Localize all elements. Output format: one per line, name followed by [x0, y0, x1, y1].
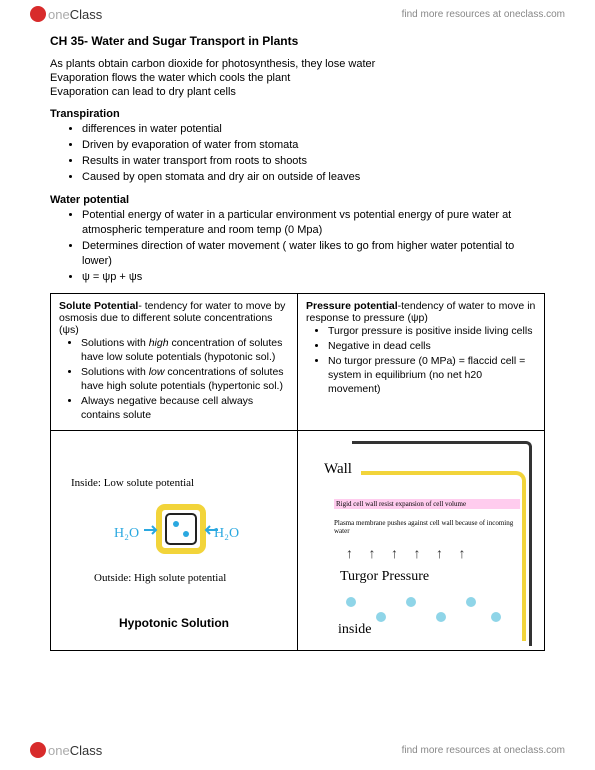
list-item: Determines direction of water movement (… — [82, 239, 545, 269]
page-content: CH 35- Water and Sugar Transport in Plan… — [0, 28, 595, 651]
pressure-cell: Pressure potential-tendency of water to … — [298, 293, 545, 430]
brand-name-footer: oneClass — [48, 743, 102, 758]
brand-logo-footer[interactable]: oneClass — [30, 742, 102, 758]
list-item: Turgor pressure is positive inside livin… — [328, 324, 536, 338]
list-item: Solutions with low concentrations of sol… — [81, 365, 289, 393]
d1-outside-label: Outside: High solute potential — [94, 572, 226, 584]
brand-name: oneClass — [48, 7, 102, 22]
transpiration-list: differences in water potential Driven by… — [50, 122, 545, 184]
list-item: Driven by evaporation of water from stom… — [82, 138, 545, 153]
list-item: No turgor pressure (0 MPa) = flaccid cel… — [328, 354, 536, 397]
list-item: ψ = ψp + ψs — [82, 270, 545, 285]
intro-3: Evaporation can lead to dry plant cells — [50, 86, 545, 98]
header-link[interactable]: find more resources at oneclass.com — [402, 9, 565, 20]
d1-inside-label: Inside: Low solute potential — [71, 477, 194, 489]
intro-2: Evaporation flows the water which cools … — [50, 72, 545, 84]
d1-hypotonic-label: Hypotonic Solution — [59, 616, 289, 630]
svg-text:H₂O: H₂O — [114, 526, 139, 541]
arrows-icon: ↑ ↑ ↑ ↑ ↑ ↑ — [346, 547, 472, 563]
svg-text:H₂O: H₂O — [214, 526, 239, 541]
header: oneClass find more resources at oneclass… — [0, 0, 595, 28]
solute-cell: Solute Potential- tendency for water to … — [51, 293, 298, 430]
solute-title: Solute Potential — [59, 300, 138, 312]
list-item: Potential energy of water in a particula… — [82, 208, 545, 238]
list-item: differences in water potential — [82, 122, 545, 137]
footer-link[interactable]: find more resources at oneclass.com — [402, 745, 565, 756]
diagram-hypotonic: Inside: Low solute potential H₂O H₂O Out… — [51, 430, 298, 650]
pressure-title: Pressure potential — [306, 300, 398, 312]
brand-logo[interactable]: oneClass — [30, 6, 102, 22]
d2-rigid-label: Rigid cell wall resist expansion of cell… — [334, 499, 520, 509]
section-waterpotential-title: Water potential — [50, 194, 545, 206]
section-transpiration-title: Transpiration — [50, 108, 545, 120]
footer: oneClass find more resources at oneclass… — [0, 736, 595, 764]
logo-icon — [30, 742, 46, 758]
cell-diagram-icon: H₂O H₂O — [114, 492, 244, 572]
list-item: Solutions with high concentration of sol… — [81, 336, 289, 364]
brand-b: Class — [70, 7, 103, 22]
waterpotential-list: Potential energy of water in a particula… — [50, 208, 545, 284]
list-item: Caused by open stomata and dry air on ou… — [82, 170, 545, 185]
diagram-turgor: outside Wall pressure Rigid cell wall re… — [298, 430, 545, 650]
d2-plasma-label: Plasma membrane pushes against cell wall… — [334, 519, 520, 535]
intro-1: As plants obtain carbon dioxide for phot… — [50, 58, 545, 70]
list-item: Results in water transport from roots to… — [82, 154, 545, 169]
d2-turgor-label: Turgor Pressure — [340, 569, 429, 585]
brand-a: one — [48, 7, 70, 22]
list-item: Negative in dead cells — [328, 339, 536, 353]
d2-inside-label: inside — [338, 622, 371, 638]
list-item: Always negative because cell always cont… — [81, 394, 289, 422]
page-title: CH 35- Water and Sugar Transport in Plan… — [50, 34, 545, 48]
logo-icon — [30, 6, 46, 22]
potential-table: Solute Potential- tendency for water to … — [50, 293, 545, 651]
